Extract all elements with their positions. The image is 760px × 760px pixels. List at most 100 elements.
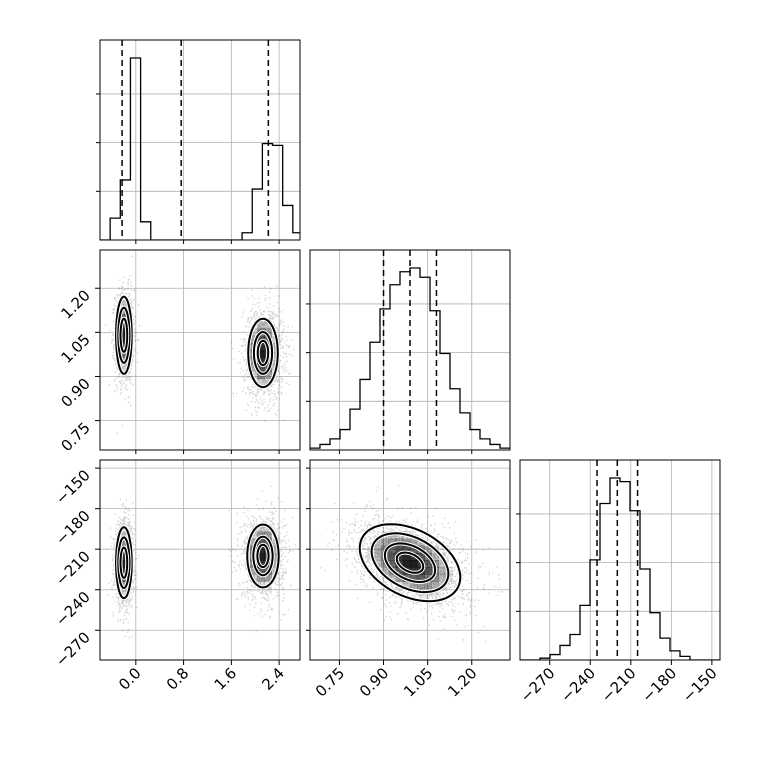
density-cell-1 <box>250 531 258 539</box>
contour-line-1-1-1 <box>252 535 274 577</box>
contour-line-2-0-3 <box>395 551 425 574</box>
histogram-frame-2 <box>519 459 721 661</box>
contour-line-0-1-1 <box>252 330 274 375</box>
density-cell-2 <box>374 538 382 547</box>
density-cell-2 <box>388 545 397 554</box>
contour-line-2-0-1 <box>370 532 450 594</box>
histogram-steps-0 <box>100 57 300 240</box>
density-cell-2 <box>438 574 447 582</box>
pair-panel-0-1 <box>99 249 301 451</box>
ytick-label-1-0: 0.75 <box>57 419 93 455</box>
density-cell-1 <box>264 531 272 539</box>
contour-line-2-0-2 <box>383 542 437 584</box>
density-cell-2 <box>417 581 425 589</box>
density-cell-0 <box>250 328 258 337</box>
pair-frame-2 <box>309 459 511 661</box>
density-cell-1 <box>121 531 129 539</box>
xtick-label-2-1: −240 <box>557 664 599 706</box>
histogram-frame-1 <box>309 249 511 451</box>
pair-panel-1-2 <box>309 459 511 661</box>
scatter-cloud-2 <box>319 484 503 643</box>
density-cell-2 <box>395 567 404 575</box>
histogram-steps-1 <box>310 267 510 449</box>
pair-frame-0 <box>99 249 301 451</box>
scatter-cloud-1 <box>106 485 300 639</box>
density-cell-2 <box>402 552 411 561</box>
pair-panel-0-2 <box>99 459 301 661</box>
density-cell-1 <box>271 560 279 568</box>
histogram-panel-0 <box>96 39 301 241</box>
pair-content-1 <box>100 460 300 660</box>
xtick-label-1-1: 0.90 <box>356 664 392 700</box>
xtick-label-2-3: −180 <box>638 664 680 706</box>
density-cell-2 <box>402 581 411 589</box>
density-cell-1 <box>121 588 129 597</box>
xtick-label-0-1: 0.8 <box>163 664 193 694</box>
density-cell-2 <box>381 567 389 575</box>
density-cell-2 <box>438 567 447 575</box>
density-cell-1 <box>264 574 272 582</box>
density-cell-2 <box>431 574 439 582</box>
density-cell-0 <box>271 342 279 351</box>
xtick-label-1-2: 1.05 <box>400 664 436 700</box>
ytick-label-2-3: −180 <box>52 507 94 549</box>
density-cell-0 <box>121 350 129 358</box>
density-cell-2 <box>388 552 397 561</box>
xtick-label-1-3: 1.20 <box>444 664 480 700</box>
xtick-label-2-2: −210 <box>598 664 640 706</box>
density-cell-2 <box>395 545 404 554</box>
density-cell-2 <box>424 581 432 589</box>
density-cell-2 <box>424 545 432 554</box>
ytick-label-1-3: 1.20 <box>57 286 93 322</box>
contour-line-1-0-2 <box>119 546 129 579</box>
density-cell-2 <box>438 560 447 568</box>
density-cell-2 <box>395 552 404 561</box>
contour-line-0-0-2 <box>119 317 129 353</box>
xtick-label-0-3: 2.4 <box>258 664 288 694</box>
density-cell-0 <box>257 350 265 358</box>
density-cell-1 <box>250 567 258 575</box>
density-cell-0 <box>264 371 272 379</box>
xtick-label-2-4: −150 <box>679 664 721 706</box>
density-cell-2 <box>402 560 411 568</box>
histogram-panel-1 <box>306 249 511 451</box>
density-cell-1 <box>257 524 265 532</box>
density-cell-0 <box>121 364 129 372</box>
density-cell-0 <box>264 321 272 329</box>
density-cell-1 <box>250 538 258 547</box>
contour-line-0-1-0 <box>247 317 279 389</box>
histogram-panel-2 <box>516 459 721 661</box>
density-cell-2 <box>431 552 439 561</box>
xtick-label-0-2: 1.6 <box>211 664 241 694</box>
density-cell-2 <box>381 538 389 547</box>
ytick-label-2-1: −240 <box>52 588 94 630</box>
xtick-label-0-0: 0.0 <box>115 664 145 694</box>
pair-content-0 <box>100 250 300 450</box>
contour-line-0-0-0 <box>114 295 133 375</box>
density-cell-2 <box>410 538 418 547</box>
density-cell-1 <box>257 552 265 561</box>
ytick-label-2-0: −270 <box>52 628 94 670</box>
density-cell-0 <box>257 342 265 351</box>
density-cell-0 <box>250 335 258 344</box>
contour-line-1-0-0 <box>114 526 133 600</box>
ytick-label-2-2: −210 <box>52 547 94 589</box>
density-cell-2 <box>410 574 418 582</box>
density-cell-0 <box>257 321 265 329</box>
density-cell-1 <box>271 552 279 561</box>
density-cell-2 <box>374 560 382 568</box>
ytick-label-2-4: −150 <box>52 466 94 508</box>
density-cell-1 <box>257 545 265 554</box>
pair-content-2 <box>310 460 510 660</box>
density-cell-2 <box>388 560 397 568</box>
density-cell-2 <box>374 552 382 561</box>
density-cell-2 <box>424 560 432 568</box>
contour-line-0-1-2 <box>256 339 270 367</box>
density-cell-1 <box>257 567 265 575</box>
density-cell-0 <box>271 357 279 365</box>
density-cell-0 <box>257 364 265 372</box>
contour-line-0-0-1 <box>117 306 131 364</box>
density-cell-0 <box>271 350 279 358</box>
histogram-frame-0 <box>99 39 301 241</box>
